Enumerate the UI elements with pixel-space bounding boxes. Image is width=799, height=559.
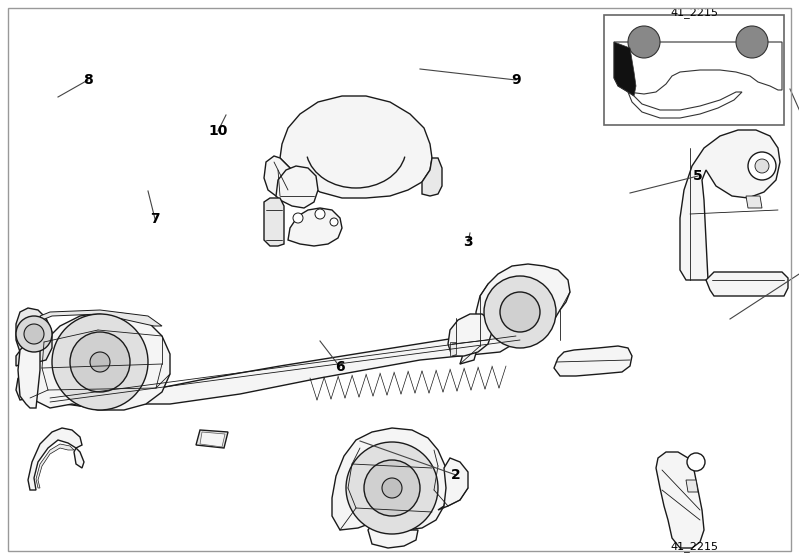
Circle shape	[346, 442, 438, 534]
Text: 41_2215: 41_2215	[670, 7, 718, 18]
Polygon shape	[486, 282, 554, 344]
Polygon shape	[686, 480, 698, 492]
Text: 2: 2	[451, 468, 461, 482]
Polygon shape	[680, 130, 780, 280]
Polygon shape	[656, 452, 704, 548]
Circle shape	[52, 314, 148, 410]
Text: 9: 9	[511, 73, 521, 87]
Circle shape	[628, 26, 660, 58]
Polygon shape	[264, 156, 290, 196]
Polygon shape	[264, 198, 284, 246]
Circle shape	[16, 316, 52, 352]
Polygon shape	[28, 312, 170, 410]
Circle shape	[748, 152, 776, 180]
Polygon shape	[74, 448, 84, 468]
Circle shape	[755, 159, 769, 173]
Polygon shape	[614, 42, 782, 94]
Circle shape	[687, 453, 705, 471]
Bar	[604, 15, 784, 125]
Polygon shape	[200, 432, 225, 447]
Polygon shape	[422, 158, 442, 196]
Text: 3: 3	[463, 235, 473, 249]
Circle shape	[330, 218, 338, 226]
Text: 7: 7	[150, 212, 160, 226]
Text: 10: 10	[209, 124, 228, 138]
Circle shape	[736, 26, 768, 58]
Circle shape	[70, 332, 130, 392]
Polygon shape	[450, 342, 456, 356]
Circle shape	[293, 213, 303, 223]
Circle shape	[24, 324, 44, 344]
Circle shape	[500, 292, 540, 332]
Polygon shape	[280, 96, 432, 198]
Polygon shape	[332, 428, 448, 530]
Text: 8: 8	[83, 73, 93, 87]
Polygon shape	[16, 378, 30, 400]
Polygon shape	[746, 196, 762, 208]
Polygon shape	[50, 306, 530, 406]
Polygon shape	[40, 310, 162, 326]
Polygon shape	[628, 92, 742, 118]
Circle shape	[315, 209, 325, 219]
Polygon shape	[706, 272, 788, 296]
Polygon shape	[554, 346, 632, 376]
Text: 5: 5	[693, 169, 703, 183]
Polygon shape	[438, 458, 468, 510]
Polygon shape	[460, 264, 570, 364]
Polygon shape	[28, 428, 82, 490]
Circle shape	[364, 460, 420, 516]
Polygon shape	[196, 430, 228, 448]
Circle shape	[382, 478, 402, 498]
Polygon shape	[36, 444, 74, 488]
Polygon shape	[614, 42, 636, 96]
Text: 6: 6	[336, 360, 345, 374]
Circle shape	[90, 352, 110, 372]
Polygon shape	[16, 308, 52, 362]
Polygon shape	[18, 342, 40, 408]
Polygon shape	[368, 522, 418, 548]
Polygon shape	[276, 166, 318, 208]
Polygon shape	[16, 348, 30, 366]
Polygon shape	[288, 208, 342, 246]
Text: 41_2215: 41_2215	[670, 541, 718, 552]
Polygon shape	[448, 314, 492, 356]
Circle shape	[484, 276, 556, 348]
